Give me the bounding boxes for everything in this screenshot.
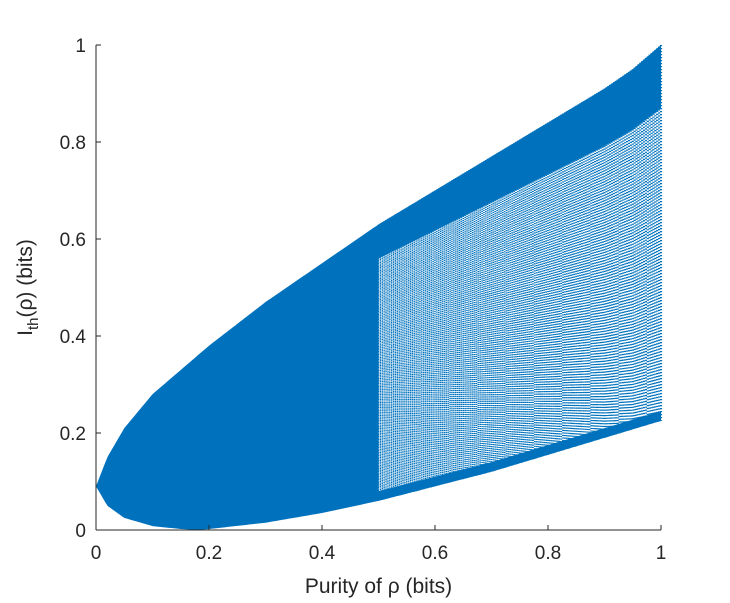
x-tick-label: 0.4	[309, 543, 336, 564]
y-tick-label: 0.4	[60, 327, 87, 348]
y-ticks: 0 0.2 0.4 0.6 0.8 1	[60, 36, 101, 542]
y-tick-label: 0.8	[60, 133, 86, 154]
y-tick-label: 0.6	[60, 230, 86, 251]
y-axis-label-subscript: th	[25, 318, 42, 331]
y-axis-label-rest: (ρ) (bits)	[14, 239, 37, 317]
x-tick-label: 0	[91, 543, 102, 564]
y-tick-label: 0.2	[60, 424, 86, 445]
y-tick-label: 1	[75, 36, 86, 57]
x-tick-label: 0.6	[422, 543, 448, 564]
x-tick-label: 1	[656, 543, 667, 564]
plot-area	[96, 45, 663, 530]
x-ticks: 0 0.2 0.4 0.6 0.8 1	[91, 525, 667, 564]
y-tick-label: 0	[75, 521, 86, 542]
y-axis-label: Ith(ρ) (bits)	[14, 239, 42, 336]
y-axis-label-main: I	[14, 330, 37, 336]
axes: 0 0.2 0.4 0.6 0.8 1 0 0.2 0.4 0.6 0.8 1	[60, 36, 667, 564]
data-region-lower-band	[378, 411, 661, 501]
x-tick-label: 0.8	[535, 543, 561, 564]
data-point-columns	[377, 45, 663, 501]
x-tick-label: 0.2	[196, 543, 222, 564]
x-axis-label: Purity of ρ (bits)	[305, 575, 452, 598]
